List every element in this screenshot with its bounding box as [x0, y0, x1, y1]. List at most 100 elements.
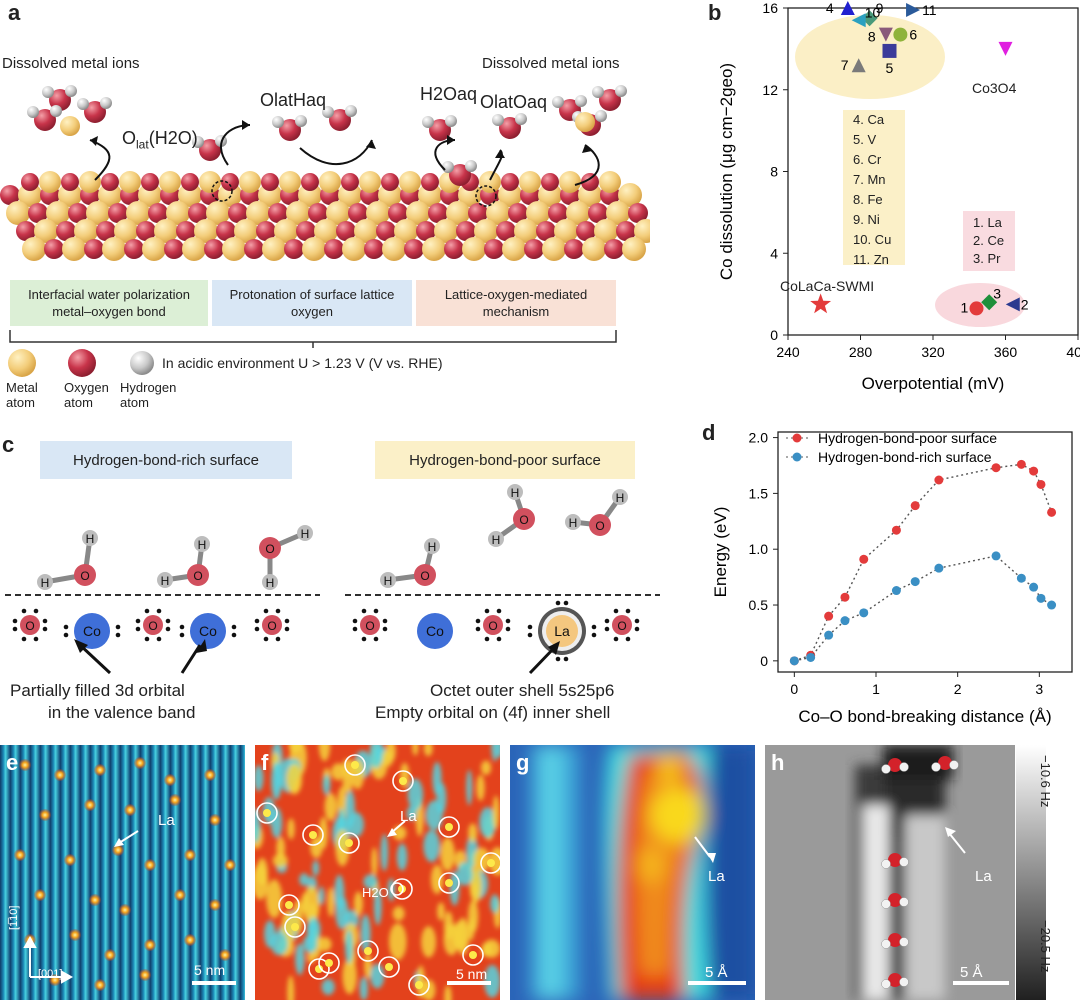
d-point [891, 525, 901, 535]
h-atom-icon [380, 572, 396, 588]
h-atom-icon [297, 525, 313, 541]
co-atom-icon-label: Co [83, 623, 101, 639]
d-point [1029, 582, 1039, 592]
panel-a-illustration [0, 85, 650, 261]
metal-atom-label: Metal atom [6, 380, 38, 410]
o-atom-icon [513, 508, 535, 530]
h-atom-icon [37, 574, 53, 590]
panel-g-scale: 5 Å [705, 964, 728, 981]
d-xlabel: Co–O bond-breaking distance (Å) [798, 707, 1051, 726]
panel-g-la: La [708, 868, 725, 885]
d-point [824, 611, 834, 621]
d-point [840, 616, 850, 626]
b-xlabel: Overpotential (mV) [862, 374, 1005, 393]
d-point [910, 501, 920, 511]
olat-h2o-label: Olat(H2O) [122, 128, 198, 152]
h-atom-icon [157, 572, 173, 588]
d-point [1036, 593, 1046, 603]
oxygen-atom-label: Oxygen atom [64, 380, 109, 410]
b-ytick: 8 [770, 164, 778, 180]
panel-h-colorbar [1016, 745, 1046, 1000]
b-point-4 [840, 1, 855, 15]
h-atom-icon [194, 536, 210, 552]
h-atom-icon [565, 514, 581, 530]
d-legend-label: Hydrogen-bond-rich surface [818, 449, 992, 465]
d-ytick: 1.0 [749, 541, 769, 557]
d-xtick: 1 [872, 681, 880, 697]
panel-b-label: b [708, 0, 722, 25]
metal-atom-icon [8, 349, 36, 377]
d-point [1047, 600, 1057, 610]
panel-b-chart: 2402803203604000481216Overpotential (mV)… [717, 0, 1080, 393]
dissolved-ions-right: Dissolved metal ions [482, 55, 620, 72]
o-atom-icon [589, 514, 611, 536]
panel-d-label: d [702, 420, 716, 445]
h-atom-icon-label: H [616, 491, 625, 505]
o-atom-icon-label: O [80, 569, 89, 583]
caption-left-2: in the valence band [48, 703, 196, 722]
h-atom-icon-label: H [41, 576, 50, 590]
o-atom-icon-label: O [595, 519, 604, 533]
h-atom-icon [424, 538, 440, 554]
d-ytick: 0 [760, 653, 768, 669]
d-point [789, 656, 799, 666]
lattice-o-icon [483, 615, 503, 635]
b-point-8 [878, 27, 893, 42]
h-atom-icon-label: H [266, 576, 275, 590]
b-point-3 [981, 294, 998, 311]
b-point-11 [906, 3, 921, 18]
acidic-condition: In acidic environment U > 1.23 V (V vs. … [162, 355, 443, 371]
b-point-1 [969, 301, 984, 316]
legend-atoms [8, 349, 154, 377]
co-atom-icon-label: Co [426, 623, 444, 639]
panel-f-h2o: H2O [362, 885, 389, 900]
h-atom-icon [488, 531, 504, 547]
lattice-o-icon-label: O [488, 619, 497, 633]
colalaca-label: CoLaCa-SWMI [780, 278, 875, 294]
b-point-label: 1 [961, 299, 969, 315]
b-xtick: 280 [849, 344, 873, 360]
h-atom-icon [262, 574, 278, 590]
b-point-label: 2 [1021, 296, 1029, 312]
panel-h-label: h [771, 750, 785, 775]
d-point [824, 630, 834, 640]
co3o4-label: Co3O4 [972, 80, 1017, 96]
h-atom-icon-label: H [301, 527, 310, 541]
h-atom-icon-label: H [428, 540, 437, 554]
b-point-Co3O4 [998, 41, 1013, 56]
rich-surface-title: Hydrogen-bond-rich surface [40, 441, 292, 479]
arrow-left-2 [180, 644, 202, 674]
arrow-right [528, 645, 557, 675]
panel-e-axis1: [1̅10] [8, 905, 20, 930]
panel-e-image [0, 745, 245, 1000]
d-point [910, 577, 920, 587]
co-atom-icon [417, 613, 453, 649]
panel-f-image [255, 745, 500, 1000]
b-point-label: 3 [993, 285, 1001, 301]
panel-f-la: La [400, 808, 417, 825]
co-atom-icon [190, 613, 226, 649]
lattice-o-icon [360, 615, 380, 635]
h-atom-icon-label: H [86, 532, 95, 546]
d-legend-marker [792, 452, 802, 462]
panel-e-label: e [6, 750, 19, 775]
b-xtick: 360 [994, 344, 1018, 360]
arrow-left-1 [78, 643, 112, 675]
dopant-list-left: 4. Ca 5. V 6. Cr 7. Mn 8. Fe 9. Ni 10. Cu 11. Z… [843, 110, 905, 267]
panel-h-image [765, 745, 1015, 1000]
b-point-label: 6 [909, 27, 917, 43]
b-point-CoLaCa-SWMI [810, 293, 832, 314]
o-atom-icon [259, 537, 281, 559]
lattice-o-icon [262, 615, 282, 635]
lattice-o-icon [143, 615, 163, 635]
panel-d-chart: 0 1 2 3 0 0.5 1.0 1.5 2.0 Co–O bond-breaking dist… [711, 430, 1073, 726]
panel-e-axis2: [001] [38, 968, 63, 980]
b-ytick: 12 [762, 82, 778, 98]
lattice-o-icon [612, 615, 632, 635]
b-point-label: 7 [841, 57, 849, 73]
panel-g-image [510, 745, 755, 1000]
o-atom-icon-label: O [193, 569, 202, 583]
d-ytick: 2.0 [749, 430, 769, 446]
d-point [991, 463, 1001, 473]
